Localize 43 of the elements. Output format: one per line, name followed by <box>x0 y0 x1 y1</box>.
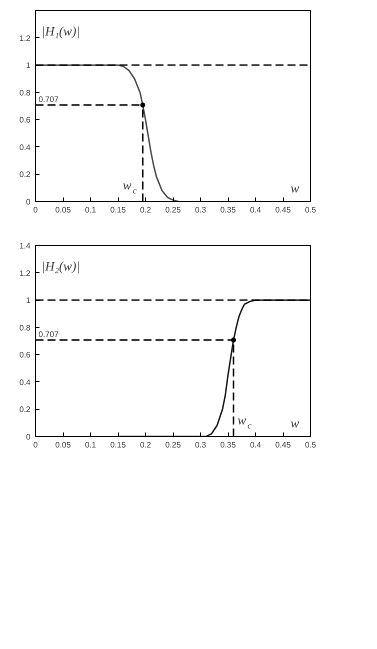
y-tick-label: 1.2 <box>19 268 32 278</box>
x-tick-label: 0.1 <box>84 440 97 450</box>
x-tick-label: 0.15 <box>110 440 126 450</box>
x-tick-label: 0.5 <box>304 440 317 450</box>
y-tick-label: 0.6 <box>19 116 32 125</box>
y-tick-label: 0.2 <box>19 170 32 180</box>
annotation: 0.707 <box>38 330 60 340</box>
x-tick-label: 0.5 <box>304 206 317 214</box>
x-tick-label: 0.2 <box>140 206 152 214</box>
x-tick-label: 0.4 <box>250 440 262 450</box>
y-tick-label: 0.8 <box>19 88 32 98</box>
annotation: w <box>290 180 300 196</box>
y-tick-label: 1 <box>26 61 32 70</box>
annotation: |H₁(w)| <box>42 24 80 38</box>
y-tick-label: 1.4 <box>19 242 32 250</box>
x-tick-label: 0 <box>33 206 38 214</box>
y-tick-label: 0.8 <box>19 323 32 332</box>
x-tick-label: 0.35 <box>220 440 236 450</box>
y-tick-label: 0.2 <box>19 405 32 414</box>
y-tick-label: 0.4 <box>19 142 32 152</box>
x-tick-label: 0 <box>33 440 38 450</box>
x-tick-label: 0.3 <box>194 440 207 450</box>
x-tick-label: 0.05 <box>55 206 72 214</box>
x-tick-label: 0.45 <box>275 206 292 214</box>
y-tick-label: 0 <box>26 198 32 206</box>
y-tick-label: 0.6 <box>19 350 32 360</box>
x-tick-label: 0.1 <box>84 206 97 214</box>
y-tick-label: 0.4 <box>19 378 32 387</box>
annotation: 0.707 <box>38 95 60 104</box>
x-tick-label: 0.35 <box>220 206 236 214</box>
x-tick-label: 0.4 <box>250 206 262 214</box>
x-tick-label: 0.25 <box>165 440 182 450</box>
annotation: |H₂(w)| <box>42 258 80 274</box>
x-tick-label: 0.45 <box>275 440 292 450</box>
x-tick-label: 0.2 <box>140 440 152 450</box>
y-tick-label: 1 <box>26 296 32 306</box>
annotation: w <box>290 416 300 430</box>
y-tick-label: 0 <box>26 432 32 442</box>
x-tick-label: 0.15 <box>110 206 126 214</box>
x-tick-label: 0.05 <box>55 440 72 450</box>
x-tick-label: 0.25 <box>165 206 182 214</box>
x-tick-label: 0.3 <box>194 206 207 214</box>
y-tick-label: 1.2 <box>19 34 32 43</box>
